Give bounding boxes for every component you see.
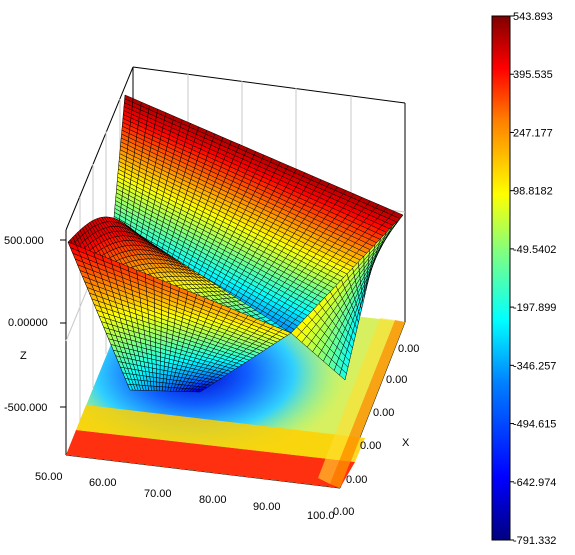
x-tick: 0.00 (333, 506, 354, 518)
z-tick: -500.000 (4, 402, 47, 414)
y-tick: 100.0 (307, 510, 335, 522)
x-axis-label: X (402, 437, 410, 449)
z-tick: 500.000 (4, 235, 44, 247)
colorbar-gradient (491, 15, 511, 541)
surface-front-lower-sheet (153, 385, 158, 392)
colorbar-tick-label: 395.535 (513, 69, 553, 81)
x-tick: 0.00 (386, 374, 407, 386)
x-tick: 0.00 (346, 474, 367, 486)
surface-front-lower-sheet (156, 377, 161, 383)
surface-front-lower-sheet (159, 377, 164, 383)
x-tick: 0.00 (398, 343, 419, 355)
colorbar-ticks: 543.893 395.535 247.177 98.8182 -49.5402 -197… (510, 11, 556, 547)
colorbar: 543.893 395.535 247.177 98.8182 -49.5402 -197… (491, 11, 556, 547)
surface-front-lower-sheet (152, 376, 157, 383)
colorbar-tick-label: 98.8182 (513, 186, 553, 198)
surface-mesh (67, 94, 404, 393)
surface-front-lower-sheet (196, 389, 205, 393)
y-tick: 80.00 (199, 494, 227, 506)
surface-front-lower-sheet (156, 381, 161, 387)
surface-front-lower-sheet (149, 376, 154, 382)
colorbar-tick-label: -49.5402 (513, 244, 556, 256)
colorbar-tick-label: -494.615 (513, 419, 556, 431)
colorbar-tick-label: 543.893 (513, 11, 553, 23)
surface-front-lower-sheet (153, 381, 158, 387)
colorbar-tick-label: 247.177 (513, 127, 553, 139)
colorbar-tick-label: -642.974 (513, 477, 556, 489)
y-axis: 50.00 60.00 70.00 80.00 90.00 100.0 (35, 471, 335, 522)
z-tick: 0.00000 (8, 317, 48, 329)
surface-front-lower-sheet (152, 372, 157, 378)
y-tick: 70.00 (144, 488, 172, 500)
colorbar-tick-label: -791.332 (513, 535, 556, 547)
colorbar-tick-label: -197.899 (513, 302, 556, 314)
x-tick: 0.00 (360, 440, 381, 452)
surface-front-lower-sheet (156, 373, 161, 379)
y-tick: 90.00 (253, 501, 281, 513)
z-axis-label: Z (20, 350, 27, 362)
x-axis: 0.00 0.00 0.00 0.00 0.00 0.00 X (333, 343, 419, 518)
surface-right-sheet (339, 368, 347, 381)
x-tick: 0.00 (373, 407, 394, 419)
surface-front-lower-sheet (159, 373, 164, 379)
z-axis: 500.000 0.00000 -500.000 Z (4, 235, 66, 414)
surface-front-lower-sheet (156, 386, 160, 392)
colorbar-tick-label: -346.257 (513, 360, 556, 372)
y-tick: 50.00 (35, 471, 63, 483)
y-tick: 60.00 (89, 477, 117, 489)
